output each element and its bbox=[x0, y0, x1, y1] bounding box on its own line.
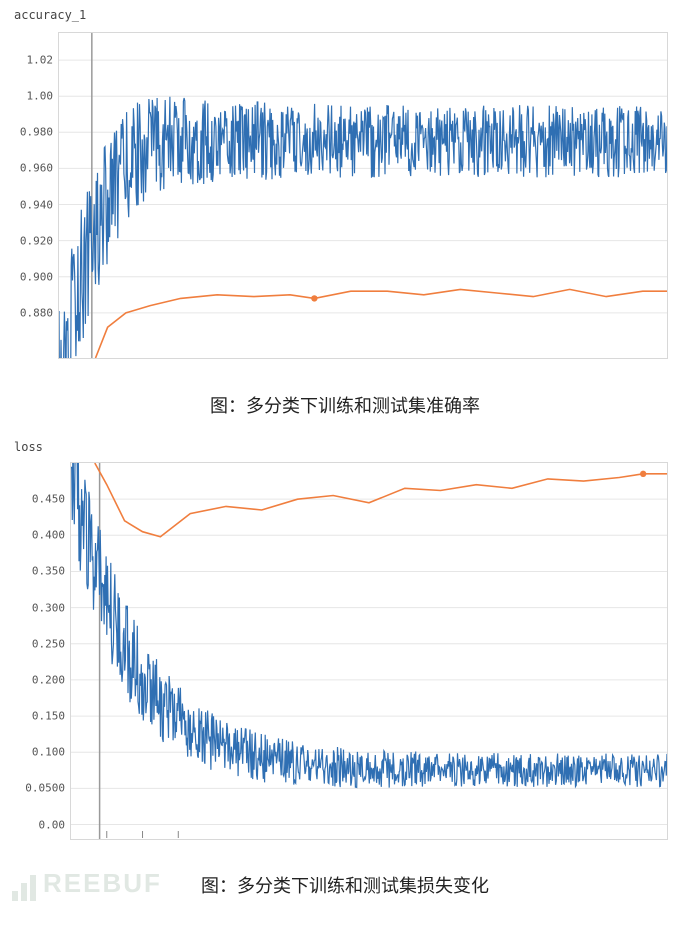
loss-ytick: 0.400 bbox=[32, 529, 71, 542]
watermark-text: REEBUF bbox=[43, 868, 162, 898]
page: accuracy_1 0.8800.9000.9200.9400.9600.98… bbox=[0, 0, 690, 925]
loss-ytick: 0.350 bbox=[32, 565, 71, 578]
loss-ytick: 0.0500 bbox=[25, 782, 71, 795]
watermark-bars-icon bbox=[12, 870, 39, 901]
accuracy-ytick: 0.920 bbox=[20, 234, 59, 247]
loss-ytick: 0.100 bbox=[32, 746, 71, 759]
accuracy-plot-frame: 0.8800.9000.9200.9400.9600.9801.001.02 bbox=[58, 32, 668, 359]
accuracy-ytick: 0.900 bbox=[20, 270, 59, 283]
accuracy-ytick: 1.00 bbox=[27, 90, 60, 103]
accuracy-ytick: 0.980 bbox=[20, 126, 59, 139]
watermark: REEBUF bbox=[12, 868, 162, 901]
loss-ytick: 0.150 bbox=[32, 710, 71, 723]
loss-ytick: 0.300 bbox=[32, 601, 71, 614]
loss-plot-svg bbox=[71, 463, 667, 839]
accuracy-ytick: 1.02 bbox=[27, 54, 60, 67]
loss-ytick: 0.250 bbox=[32, 637, 71, 650]
loss-plot-frame: 0.000.05000.1000.1500.2000.2500.3000.350… bbox=[70, 462, 668, 840]
accuracy-ytick: 0.940 bbox=[20, 198, 59, 211]
accuracy-chart-title: accuracy_1 bbox=[14, 8, 86, 22]
accuracy-plot-svg bbox=[59, 33, 667, 358]
accuracy-ytick: 0.880 bbox=[20, 306, 59, 319]
accuracy-caption: 图：多分类下训练和测试集准确率 bbox=[0, 392, 690, 418]
loss-ytick: 0.200 bbox=[32, 673, 71, 686]
loss-chart-title: loss bbox=[14, 440, 43, 454]
accuracy-ytick: 0.960 bbox=[20, 162, 59, 175]
loss-ytick: 0.00 bbox=[39, 818, 72, 831]
loss-ytick: 0.450 bbox=[32, 493, 71, 506]
